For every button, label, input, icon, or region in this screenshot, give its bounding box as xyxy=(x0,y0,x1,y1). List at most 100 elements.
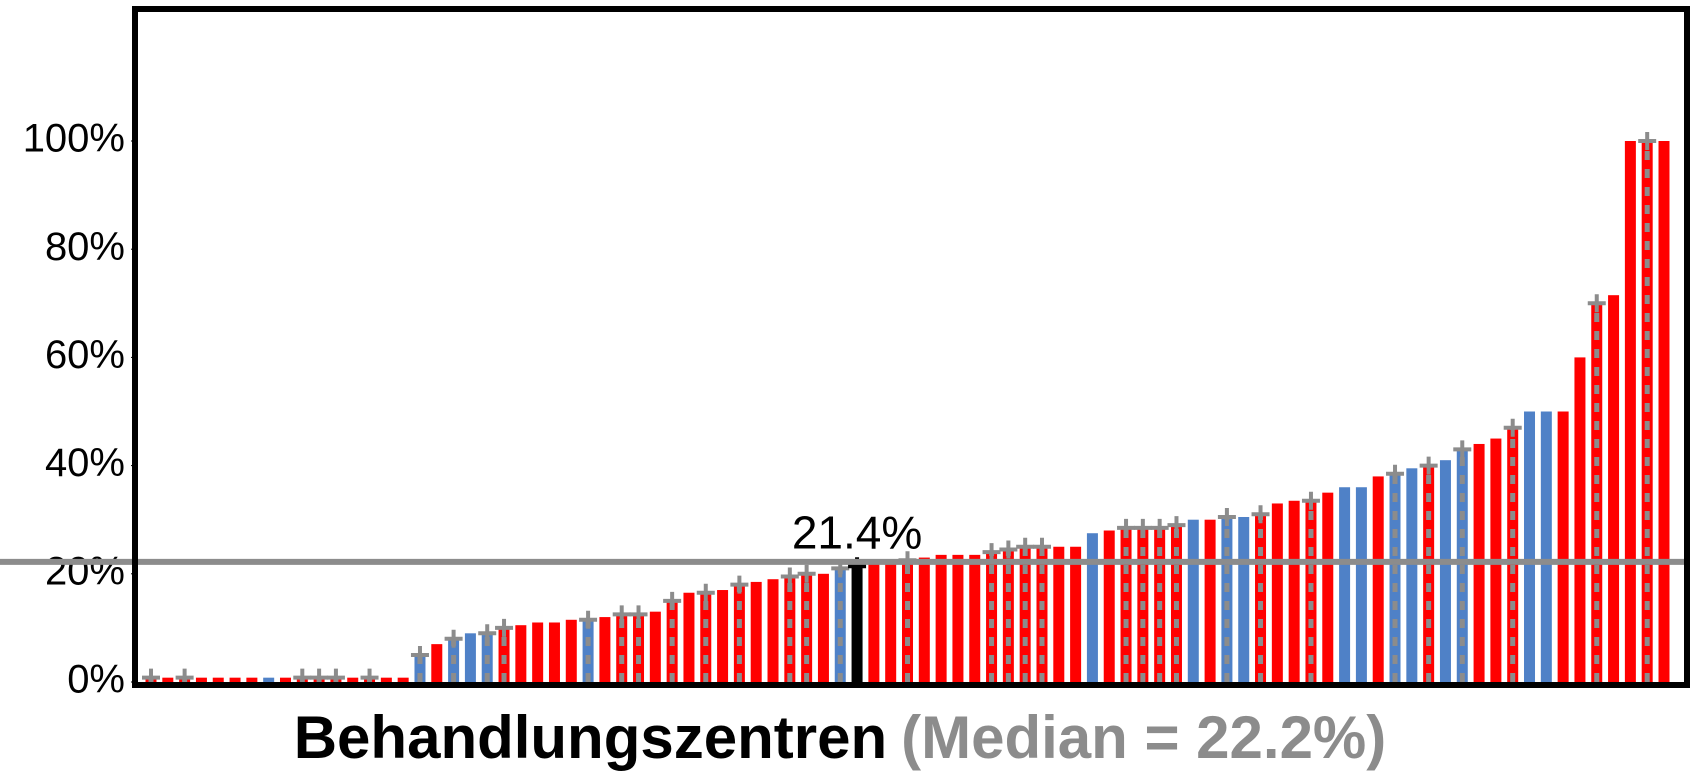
bar xyxy=(397,677,409,682)
plus-marker xyxy=(495,618,514,637)
x-axis-title: Behandlungszentren (Median = 22.2%) xyxy=(294,704,1387,771)
plus-marker xyxy=(1217,507,1236,526)
y-tick-label: 20% xyxy=(45,549,125,593)
bar xyxy=(1355,487,1367,682)
bar xyxy=(1221,516,1233,682)
plus-marker xyxy=(1419,456,1438,475)
plus-marker xyxy=(1150,518,1169,537)
plus-marker xyxy=(1587,294,1606,313)
bar xyxy=(767,579,779,682)
bar xyxy=(1002,549,1014,682)
bar xyxy=(918,557,930,682)
bar xyxy=(851,566,863,682)
bar xyxy=(683,592,695,682)
bar xyxy=(750,581,762,682)
bar xyxy=(1658,141,1670,682)
bar xyxy=(1103,530,1115,682)
bar xyxy=(212,677,224,682)
bar xyxy=(431,644,443,682)
plus-marker xyxy=(410,645,429,664)
bar xyxy=(868,562,880,682)
bar xyxy=(935,554,947,682)
bar xyxy=(414,654,426,682)
bar xyxy=(229,677,241,682)
plus-marker xyxy=(663,591,682,610)
plus-marker xyxy=(999,540,1018,559)
y-tick-label: 80% xyxy=(45,225,125,269)
bar xyxy=(1406,468,1418,682)
plus-marker xyxy=(1503,418,1522,437)
bar xyxy=(717,590,729,682)
plus-marker xyxy=(696,583,715,602)
bar xyxy=(195,677,207,682)
plus-marker xyxy=(612,605,631,624)
plus-marker xyxy=(1251,505,1270,524)
bar xyxy=(1557,411,1569,682)
bar xyxy=(1053,546,1065,682)
bar xyxy=(952,554,964,682)
bar xyxy=(784,576,796,682)
plus-marker xyxy=(579,610,598,629)
bar xyxy=(548,622,560,682)
x-label-note: (Median = 22.2%) xyxy=(901,704,1386,771)
plus-marker xyxy=(444,629,463,648)
plus-marker xyxy=(1453,440,1472,459)
plus-marker xyxy=(730,575,749,594)
bar xyxy=(1187,519,1199,682)
plus-marker xyxy=(982,543,1001,562)
plus-marker xyxy=(1133,518,1152,537)
bar xyxy=(885,560,897,682)
bar xyxy=(1624,141,1636,682)
bar xyxy=(582,619,594,682)
bar xyxy=(263,677,275,682)
x-label: Behandlungszentren xyxy=(294,704,887,771)
plus-marker xyxy=(1167,516,1186,535)
bar xyxy=(532,622,544,682)
bar xyxy=(1036,546,1048,682)
bar xyxy=(464,633,476,682)
plus-marker xyxy=(1032,537,1051,556)
bar xyxy=(1255,514,1267,682)
bar xyxy=(380,677,392,682)
y-tick-label: 60% xyxy=(45,333,125,377)
bar xyxy=(1591,303,1603,682)
bar xyxy=(633,614,645,682)
y-tick-label: 100% xyxy=(23,117,125,161)
bar xyxy=(1322,492,1334,682)
bar xyxy=(1574,357,1586,682)
plus-marker xyxy=(1638,132,1657,150)
bar xyxy=(1086,533,1098,682)
bar xyxy=(162,677,174,682)
bar xyxy=(1372,476,1384,682)
bar xyxy=(515,625,527,682)
bar xyxy=(1238,516,1250,682)
bar xyxy=(599,617,611,682)
bar xyxy=(1271,503,1283,682)
plus-marker xyxy=(478,624,497,643)
bar xyxy=(733,584,745,682)
bar xyxy=(1204,519,1216,682)
plus-marker xyxy=(1386,464,1405,483)
bar xyxy=(1524,411,1536,682)
bar xyxy=(347,677,359,682)
plus-marker xyxy=(797,564,816,583)
plus-marker xyxy=(1016,537,1035,556)
bar xyxy=(969,554,981,682)
bar xyxy=(616,614,628,682)
bar xyxy=(1439,460,1451,682)
bar xyxy=(1339,487,1351,682)
bar xyxy=(498,627,510,682)
plus-marker xyxy=(629,605,648,624)
bar xyxy=(1608,295,1620,682)
bar xyxy=(279,677,291,682)
bar xyxy=(1019,546,1031,682)
bar xyxy=(817,573,829,682)
bar xyxy=(1288,500,1300,682)
y-tick-label: 40% xyxy=(45,441,125,485)
bar xyxy=(246,677,258,682)
bar xyxy=(1389,473,1401,682)
plus-marker xyxy=(1301,491,1320,510)
bar xyxy=(1070,546,1082,682)
bar xyxy=(649,611,661,682)
